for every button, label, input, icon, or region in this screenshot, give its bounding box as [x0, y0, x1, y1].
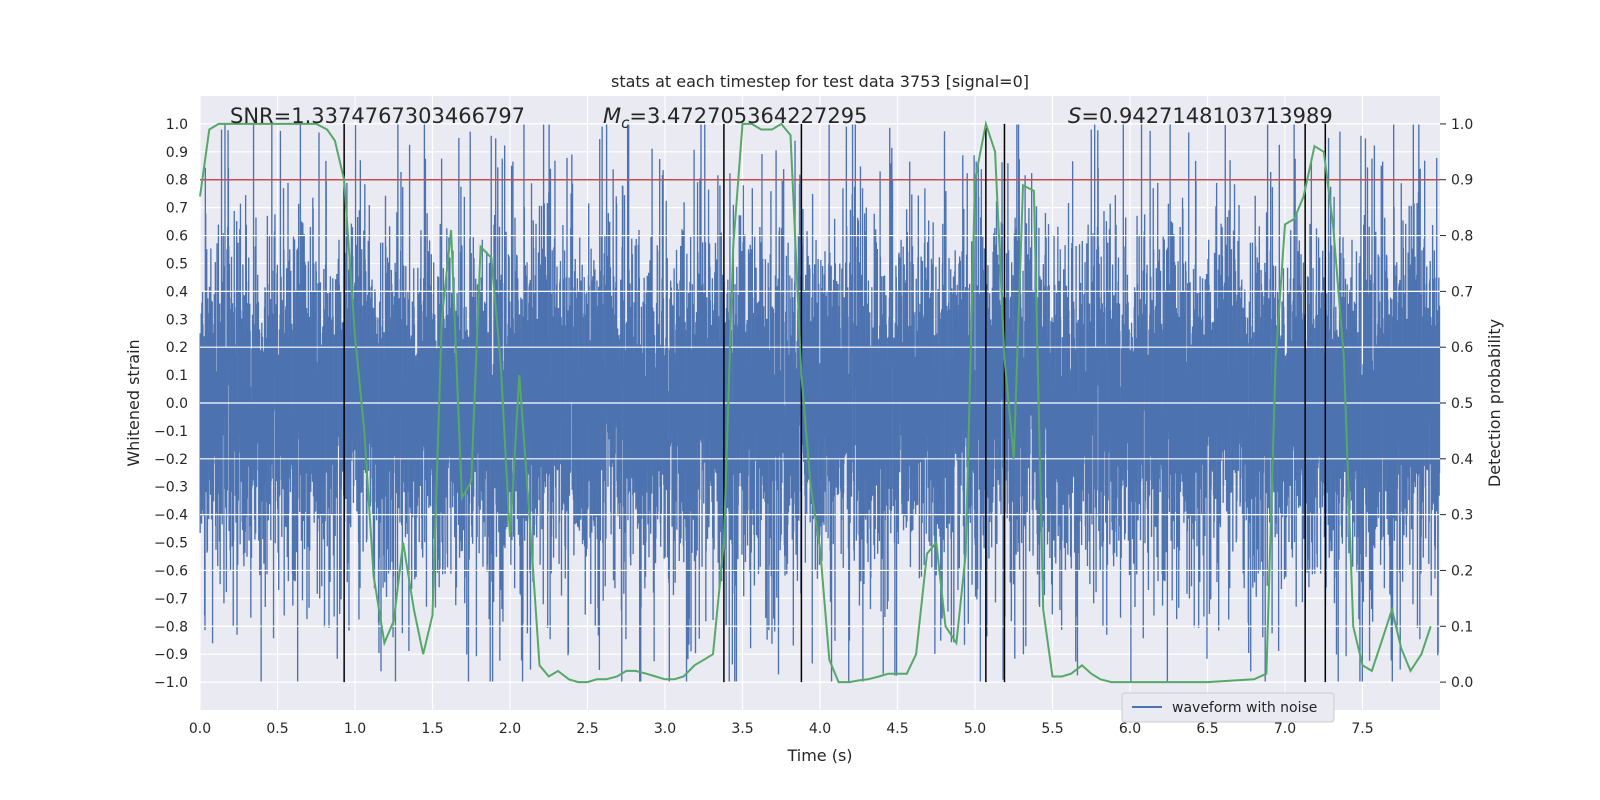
x-tick-label: 5.0 — [964, 721, 986, 737]
y-tick-label: −0.9 — [154, 647, 188, 663]
chirp-mass-symbol: M — [603, 104, 621, 128]
x-tick-label: 2.0 — [499, 721, 521, 737]
y2-axis-ticks: 1.0 0.9 0.8 0.7 0.6 0.5 0.4 0.3 0.2 0.1 0.0 — [1440, 117, 1473, 691]
y-tick-label: 0.1 — [166, 368, 188, 384]
y-tick-label: −0.7 — [154, 591, 188, 607]
x-tick-label: 7.0 — [1274, 721, 1296, 737]
y-tick-label: −0.3 — [154, 480, 188, 496]
x-tick-label: 4.0 — [809, 721, 831, 737]
x-tick-label: 4.5 — [886, 721, 908, 737]
x-tick-label: 1.0 — [344, 721, 366, 737]
x-tick-label: 1.5 — [421, 721, 443, 737]
snr-stat: SNR=1.3374767303466797 — [230, 104, 525, 128]
y-tick-label: 1.0 — [166, 117, 188, 133]
y2-tick-label: 0.7 — [1451, 284, 1473, 300]
x-tick-label: 2.5 — [576, 721, 598, 737]
y2-tick-label: 0.8 — [1451, 229, 1473, 245]
y-axis-label: Whitened strain — [124, 339, 143, 466]
y-tick-label: −1.0 — [154, 675, 188, 691]
x-axis-ticks: 0.0 0.5 1.0 1.5 2.0 2.5 3.0 3.5 4.0 4.5 5.0 5.5 6.0 6… — [189, 721, 1374, 737]
y2-tick-label: 0.3 — [1451, 508, 1473, 524]
y-tick-label: 0.7 — [166, 201, 188, 217]
y2-tick-label: 0.0 — [1451, 675, 1473, 691]
y2-tick-label: 0.6 — [1451, 340, 1473, 356]
y-tick-label: 0.3 — [166, 312, 188, 328]
x-tick-label: 3.0 — [654, 721, 676, 737]
y-tick-label: 0.4 — [166, 284, 188, 300]
x-tick-label: 5.5 — [1041, 721, 1063, 737]
y-tick-label: 0.9 — [166, 145, 188, 161]
event-lines — [343, 123, 1327, 683]
x-tick-label: 6.5 — [1196, 721, 1218, 737]
y-tick-label: 0.6 — [166, 229, 188, 245]
chirp-mass-subscript: c — [621, 114, 630, 132]
y-tick-label: −0.6 — [154, 563, 188, 579]
s-stat: S=0.9427148103713989 — [1068, 104, 1333, 128]
y-tick-label: −0.8 — [154, 619, 188, 635]
y2-tick-label: 0.4 — [1451, 452, 1473, 468]
y2-tick-label: 0.9 — [1451, 173, 1473, 189]
chirp-mass-value: =3.472705364227295 — [629, 104, 867, 128]
y-tick-label: −0.2 — [154, 452, 188, 468]
x-tick-label: 0.0 — [189, 721, 211, 737]
detection-probability-line — [199, 119, 1432, 684]
x-tick-label: 0.5 — [266, 721, 288, 737]
legend-box — [1121, 692, 1335, 723]
legend: waveform with noise — [1121, 692, 1335, 723]
s-symbol: S — [1068, 104, 1081, 128]
y2-tick-label: 0.2 — [1451, 563, 1473, 579]
chirp-mass-stat: Mc=3.472705364227295 — [603, 104, 867, 132]
s-value: =0.9427148103713989 — [1081, 104, 1332, 128]
x-tick-label: 3.5 — [731, 721, 753, 737]
y-tick-label: 0.2 — [166, 340, 188, 356]
legend-label: waveform with noise — [1172, 700, 1317, 716]
y2-tick-label: 1.0 — [1451, 117, 1473, 133]
y2-axis-label: Detection probability — [1485, 319, 1504, 487]
y-tick-label: −0.1 — [154, 424, 188, 440]
y-tick-label: 0.0 — [166, 396, 188, 412]
x-tick-label: 6.0 — [1119, 721, 1141, 737]
y2-tick-label: 0.1 — [1451, 619, 1473, 635]
x-tick-label: 7.5 — [1351, 721, 1373, 737]
chart-title: stats at each timestep for test data 375… — [611, 72, 1029, 91]
y-axis-ticks: 1.0 0.9 0.8 0.7 0.6 0.5 0.4 0.3 0.2 0.1 0.0 −0.1 −0.… — [154, 117, 188, 691]
x-axis-label: Time (s) — [786, 746, 852, 765]
y-tick-label: −0.5 — [154, 536, 188, 552]
y-tick-label: −0.4 — [154, 508, 188, 524]
y2-tick-label: 0.5 — [1451, 396, 1473, 412]
y-tick-label: 0.5 — [166, 256, 188, 272]
y-tick-label: 0.8 — [166, 173, 188, 189]
